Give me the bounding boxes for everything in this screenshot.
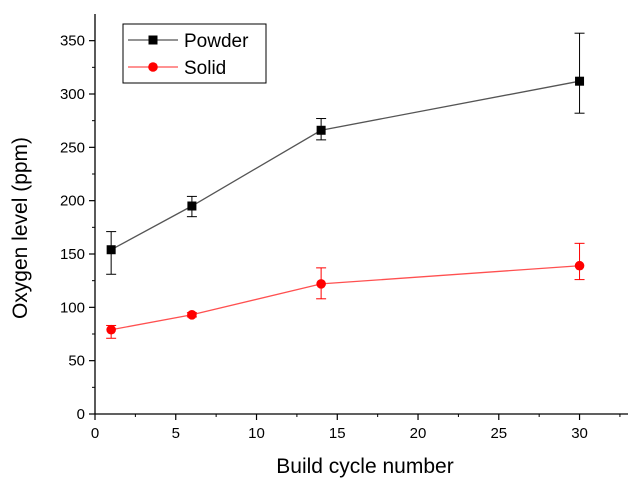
legend-label: Solid <box>184 58 226 79</box>
x-tick-label: 10 <box>248 425 265 442</box>
data-point <box>316 125 326 135</box>
x-tick-label: 15 <box>329 425 346 442</box>
x-tick-label: 25 <box>490 425 507 442</box>
series-line <box>110 80 580 251</box>
legend-label: Powder <box>184 31 249 52</box>
series-layer <box>106 32 585 339</box>
data-point <box>187 201 197 211</box>
x-tick-label: 20 <box>410 425 427 442</box>
y-tick-label: 100 <box>60 299 85 316</box>
y-tick-label: 50 <box>68 353 85 370</box>
y-tick-label: 350 <box>60 33 85 50</box>
data-point <box>574 260 585 271</box>
data-point <box>575 76 585 86</box>
series-powder <box>106 32 585 275</box>
series-line <box>111 265 580 331</box>
y-tick-label: 150 <box>60 246 85 263</box>
x-tick-label: 0 <box>91 425 99 442</box>
x-tick-label: 30 <box>571 425 588 442</box>
data-point <box>106 245 116 255</box>
y-tick-label: 250 <box>60 139 85 156</box>
data-point <box>106 324 116 335</box>
x-tick-label: 5 <box>172 425 180 442</box>
legend-marker <box>148 35 158 45</box>
legend-marker <box>148 62 158 72</box>
y-tick-label: 0 <box>77 406 85 423</box>
legend-box <box>122 23 267 84</box>
legend: Powder Solid <box>122 23 267 84</box>
y-tick-label: 300 <box>60 86 85 103</box>
x-axis-title: Build cycle number <box>276 455 453 478</box>
y-axis-title: Oxygen level (ppm) <box>9 137 32 319</box>
series-solid <box>106 242 585 339</box>
data-point <box>316 279 326 289</box>
axes: 0 50 100 150 200 250 300 350 0 5 10 15 20 25 30 <box>60 14 628 442</box>
data-point <box>187 310 197 320</box>
y-tick-label: 200 <box>60 193 85 210</box>
